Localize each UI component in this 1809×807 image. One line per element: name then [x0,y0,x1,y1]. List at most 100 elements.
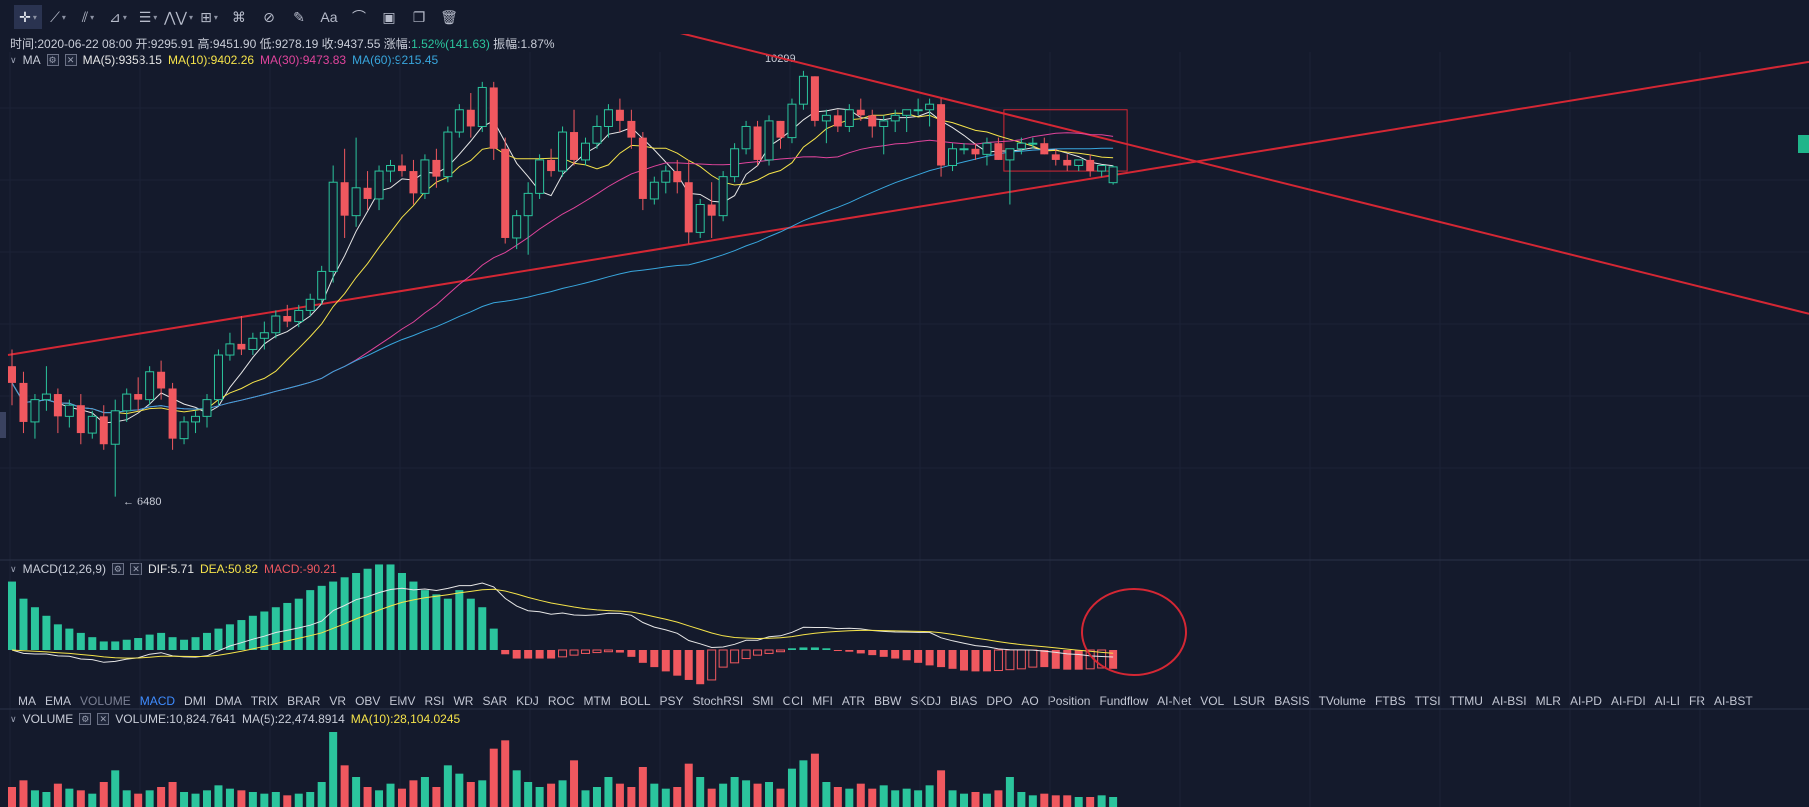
macd-histogram-bar [409,581,418,650]
indicator-tab-macd[interactable]: MACD [139,694,176,708]
indicator-tab-boll[interactable]: BOLL [619,694,651,708]
candle-body [432,159,441,177]
horizontal-lines-icon[interactable]: ☰ ▾ [138,8,158,25]
candle-body [959,148,969,151]
ohlc-info-line: 时间:2020-06-22 08:00 开:9295.91 高:9451.90 … [10,35,555,52]
volume-bar [535,787,544,807]
indicator-tab-ai-bsi[interactable]: AI-BSI [1491,694,1527,708]
consolidation-box[interactable] [1003,109,1128,172]
ma30-value: MA(30):9473.83 [260,53,347,67]
indicator-tab-wr[interactable]: WR [453,694,474,708]
crosshair-icon[interactable]: ✛ ▾ [14,5,42,29]
indicator-tab-mtm[interactable]: MTM [583,694,611,708]
indicator-tab-mfi[interactable]: MFI [812,694,833,708]
text-tool-icon[interactable]: Aa [320,9,338,25]
volume-settings-icon[interactable]: ⚙ [79,713,92,725]
rectangle-tool-icon[interactable]: ⊞ ▾ [200,8,218,25]
macd-histogram-bar [363,568,372,650]
indicator-tab-basis[interactable]: BASIS [1274,694,1310,708]
indicator-tab-bbw[interactable]: BBW [874,694,902,708]
indicator-tab-emv[interactable]: EMV [389,694,416,708]
magnet-icon[interactable]: ⌒ [351,9,366,25]
candle-body [501,148,510,238]
indicator-tab-fr[interactable]: FR [1689,694,1705,708]
candle-body [673,171,682,183]
volume-bar [294,793,303,807]
resistance-trendline[interactable] [660,34,1809,315]
lock-icon[interactable]: ▣ [382,8,396,25]
indicator-tab-ftbs[interactable]: FTBS [1374,694,1406,708]
indicator-tab-roc[interactable]: ROC [547,694,575,708]
indicator-tab-ai-bst[interactable]: AI-BST [1714,694,1753,708]
candle-body [971,148,980,155]
indicator-tab-ai-fdi[interactable]: AI-FDI [1610,694,1646,708]
indicator-tab-cci[interactable]: CCI [782,694,804,708]
indicator-tab-obv[interactable]: OBV [355,694,381,708]
volume-collapse-caret[interactable]: ∨ [10,713,17,724]
indicator-tab-vr[interactable]: VR [329,694,347,708]
candle-body [1063,159,1072,166]
volume-bar [19,780,28,807]
macd-settings-icon[interactable]: ⚙ [111,563,124,575]
indicator-tab-vol[interactable]: VOL [1200,694,1225,708]
indicator-tab-dma[interactable]: DMA [215,694,242,708]
indicator-tab-stochrsi[interactable]: StochRSI [692,694,744,708]
copy-icon[interactable]: ❐ [412,8,426,25]
indicator-tab-trix[interactable]: TRIX [250,694,279,708]
indicator-tab-kdj[interactable]: KDJ [516,694,539,708]
indicator-tab-rsi[interactable]: RSI [424,694,445,708]
macd-histogram-bar [1074,650,1083,670]
support-trendline[interactable] [7,60,1809,357]
indicator-tab-atr[interactable]: ATR [841,694,866,708]
pattern-icon[interactable]: ⌘ [231,8,246,25]
parallel-channel-icon[interactable]: ⫽ ▾ [81,8,95,25]
candle-body [684,182,693,233]
volume-bar [833,787,842,807]
trash-icon[interactable]: 🗑 [440,8,458,25]
candle-body [87,415,97,434]
volume-bar [902,788,911,807]
indicator-tab-lsur[interactable]: LSUR [1233,694,1266,708]
indicator-tab-ai-net[interactable]: AI-Net [1157,694,1192,708]
indicator-tab-ai-pd[interactable]: AI-PD [1569,694,1602,708]
ma-settings-icon[interactable]: ⚙ [46,54,59,66]
indicator-tab-ai-li[interactable]: AI-LI [1654,694,1680,708]
indicator-tab-position[interactable]: Position [1047,694,1091,708]
indicator-tab-bias[interactable]: BIAS [950,694,978,708]
volume-bar [627,787,636,807]
indicator-tab-ao[interactable]: AO [1021,694,1039,708]
trend-line-icon[interactable]: ⟋ ▾ [50,8,66,25]
indicator-tab-sar[interactable]: SAR [482,694,508,708]
indicator-tab-tvolume[interactable]: TVolume [1318,694,1366,708]
ma-close-icon[interactable]: ✕ [64,54,77,66]
indicator-tab-mlr[interactable]: MLR [1535,694,1561,708]
fib-icon[interactable]: ⊿ ▾ [109,8,127,25]
indicator-tab-ttmu[interactable]: TTMU [1449,694,1483,708]
wave-icon[interactable]: ⋀⋁ ▾ [164,8,193,25]
indicator-tab-fundflow[interactable]: Fundflow [1099,694,1149,708]
volume-bar [271,792,280,807]
chart-canvas[interactable] [0,34,1809,807]
macd-close-icon[interactable]: ✕ [129,563,142,575]
left-panel-handle[interactable] [0,412,6,438]
brush-icon[interactable]: ⊘ [263,8,275,25]
macd-histogram-bar [1005,649,1015,671]
macd-highlight-circle[interactable] [1081,588,1187,676]
indicator-tab-dmi[interactable]: DMI [184,694,207,708]
indicator-tab-ma[interactable]: MA [18,694,36,708]
macd-collapse-caret[interactable]: ∨ [10,563,17,574]
macd-histogram-bar [868,650,877,656]
indicator-tab-smi[interactable]: SMI [752,694,774,708]
indicator-tab-skdj[interactable]: SKDJ [910,694,942,708]
indicator-tab-dpo[interactable]: DPO [986,694,1013,708]
macd-histogram-bar [283,602,292,650]
volume-close-icon[interactable]: ✕ [97,713,110,725]
indicator-tab-brar[interactable]: BRAR [287,694,321,708]
indicator-tab-ttsi[interactable]: TTSI [1414,694,1441,708]
indicator-tab-psy[interactable]: PSY [659,694,684,708]
ruler-icon[interactable]: ✎ [293,8,305,25]
indicator-tab-volume[interactable]: VOLUME [80,694,131,708]
macd-histogram-bar [650,650,659,668]
indicator-tab-ema[interactable]: EMA [45,694,72,708]
ma-collapse-caret[interactable]: ∨ [10,54,17,65]
